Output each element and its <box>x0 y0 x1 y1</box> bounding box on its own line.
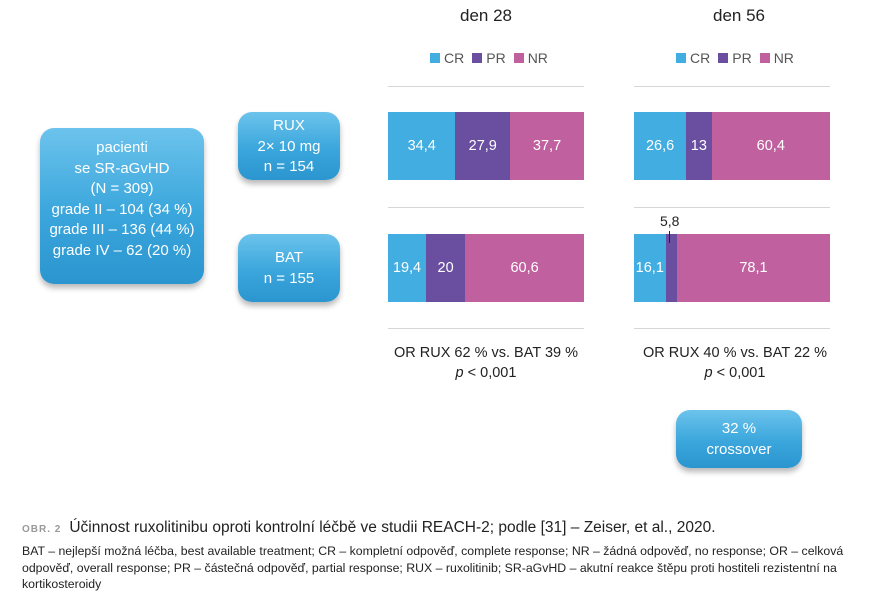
bar-value-label: 26,6 <box>645 138 675 154</box>
legend-label: PR <box>486 50 506 66</box>
stat-den28: OR RUX 62 % vs. BAT 39 % p < 0,001 <box>366 343 606 383</box>
patients-line: grade II – 104 (34 %) <box>51 200 193 218</box>
patients-line: grade III – 136 (44 %) <box>49 221 195 238</box>
bar-den28-bat: 19,4 20 60,6 <box>388 234 584 302</box>
gridline <box>634 207 830 208</box>
p-value: < 0,001 <box>463 365 517 381</box>
stat-or: OR RUX 62 % vs. BAT 39 % <box>394 345 578 361</box>
legend-swatch <box>472 53 483 63</box>
bar-value-label: 60,4 <box>756 138 785 154</box>
data-label-pr-bat-den56: 5,8 <box>660 213 680 229</box>
bar-den56-rux: 26,6 13 60,4 <box>634 112 830 180</box>
p-symbol: p <box>455 365 464 381</box>
bar-value-label: 19,4 <box>392 260 422 276</box>
legend-label: PR <box>732 50 752 66</box>
rux-line: n = 154 <box>263 158 315 175</box>
rux-line: 2× 10 mg <box>257 137 321 155</box>
bat-line: BAT <box>274 249 304 266</box>
bar-value-label: 60,6 <box>510 260 539 276</box>
patients-box: pacienti se SR-aGvHD (N = 309) grade II … <box>40 128 204 284</box>
legend-label: NR <box>527 50 548 66</box>
stat-den56: OR RUX 40 % vs. BAT 22 % p < 0,001 <box>615 343 855 383</box>
patients-line: se SR-aGvHD <box>74 159 170 177</box>
bar-value-label: 27,9 <box>468 138 497 154</box>
legend-item-pr: PR <box>472 50 506 66</box>
legend-item-cr: CR <box>676 50 710 66</box>
gridline <box>634 86 830 87</box>
bar-segment-pr <box>665 234 677 302</box>
chart-title-den56: den 56 <box>713 6 765 25</box>
bar-value-label: 20 <box>437 260 454 276</box>
bar-value-label: 37,7 <box>532 138 562 154</box>
legend-item-pr: PR <box>718 50 752 66</box>
bar-value-label: 16,1 <box>635 260 664 276</box>
bar-segment-pr: 27,9 <box>455 112 511 180</box>
legend-den56: CR PR NR <box>676 50 802 66</box>
p-value: < 0,001 <box>712 365 766 381</box>
rux-line: RUX <box>273 117 305 134</box>
bar-segment-nr: 60,6 <box>465 234 584 302</box>
crossover-line: crossover <box>706 440 772 458</box>
bar-segment-nr: 60,4 <box>711 112 830 180</box>
legend-item-cr: CR <box>430 50 464 66</box>
crossover-line: 32 % <box>721 420 757 437</box>
legend-label: CR <box>444 50 465 66</box>
legend-swatch <box>759 53 770 63</box>
gridline <box>388 86 584 87</box>
bar-segment-nr: 37,7 <box>510 112 584 180</box>
bar-segment-pr: 20 <box>426 234 466 302</box>
legend-swatch <box>430 53 440 63</box>
gridline <box>388 328 584 329</box>
legend-item-nr: NR <box>513 50 548 66</box>
patients-line: grade IV – 62 (20 %) <box>52 241 192 259</box>
caption-text: Účinnost ruxolitinibu oproti kontrolní l… <box>69 519 716 536</box>
bat-arm-box: BAT n = 155 <box>238 234 340 302</box>
rux-arm-box: RUX 2× 10 mg n = 154 <box>238 112 340 180</box>
legend-swatch <box>676 53 686 63</box>
stat-pvalue: p < 0,001 <box>615 363 855 383</box>
stat-pvalue: p < 0,001 <box>366 363 606 383</box>
crossover-box: 32 % crossover <box>676 410 802 468</box>
bar-segment-cr: 34,4 <box>388 112 456 180</box>
footnote: BAT – nejlepší možná léčba, best availab… <box>22 544 844 591</box>
patients-line: pacienti <box>96 139 148 156</box>
legend-item-nr: NR <box>759 50 794 66</box>
bar-segment-cr: 16,1 <box>634 234 666 302</box>
bar-value-label: 13 <box>690 138 707 154</box>
p-symbol: p <box>704 365 713 381</box>
gridline <box>634 328 830 329</box>
legend-swatch <box>718 53 729 63</box>
legend-label: NR <box>773 50 794 66</box>
label-leader-line <box>669 231 670 243</box>
gridline <box>388 207 584 208</box>
bar-value-label: 34,4 <box>407 138 436 154</box>
bar-segment-pr: 13 <box>686 112 712 180</box>
chart-title-den28: den 28 <box>460 6 512 25</box>
bat-line: n = 155 <box>263 269 315 287</box>
legend-swatch <box>513 53 524 63</box>
bar-segment-nr: 78,1 <box>676 234 830 302</box>
bar-den28-rux: 34,4 27,9 37,7 <box>388 112 584 180</box>
patients-line: (N = 309) <box>90 180 154 197</box>
bar-value-label: 78,1 <box>739 260 768 276</box>
figure-caption: OBR. 2 Účinnost ruxolitinibu oproti kontr… <box>22 519 716 537</box>
bar-segment-cr: 19,4 <box>388 234 427 302</box>
bar-den56-bat: 16,1 78,1 <box>634 234 830 302</box>
figure-label: OBR. 2 <box>22 524 62 535</box>
legend-den28: CR PR NR <box>430 50 556 66</box>
legend-label: CR <box>690 50 711 66</box>
stat-or: OR RUX 40 % vs. BAT 22 % <box>643 345 827 361</box>
bar-segment-cr: 26,6 <box>634 112 687 180</box>
